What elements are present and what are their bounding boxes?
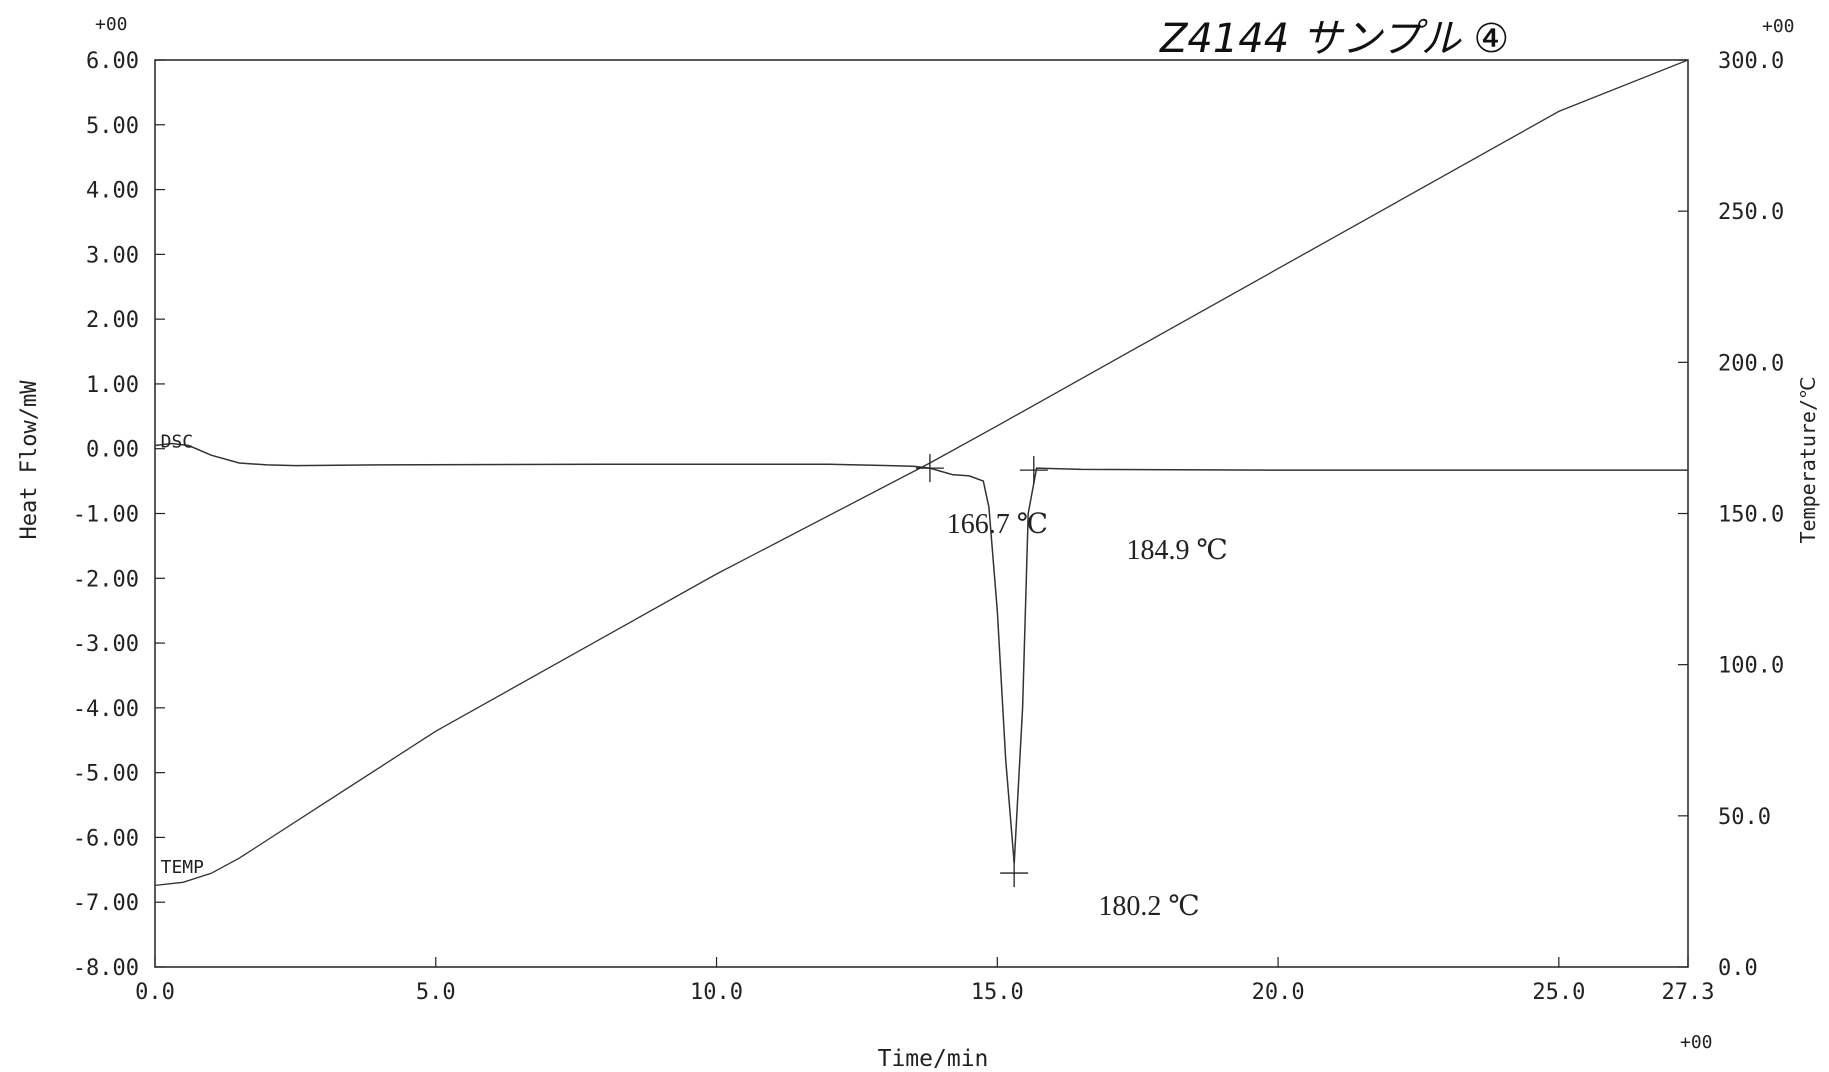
y-tick-label: 6.00 <box>86 49 139 74</box>
annotation-endset-marker <box>1019 456 1048 485</box>
y-tick-label: -7.00 <box>73 891 139 916</box>
x-tick-label: 27.3 <box>1662 980 1715 1005</box>
annotation-onset-marker <box>915 454 944 483</box>
y-axis-label: Heat Flow/mW <box>17 380 42 540</box>
annotation-endset-label: 184.9 ℃ <box>1126 535 1227 566</box>
temp-series-line <box>154 59 1689 887</box>
annotation-onset-label: 166.7 ℃ <box>947 509 1048 540</box>
temp-series-label: TEMP <box>161 857 205 878</box>
y2-axis-label: Temperature/℃ <box>1796 377 1820 544</box>
y-tick-label: 3.00 <box>86 243 139 268</box>
y-tick-label: 0.00 <box>86 438 139 463</box>
y2-tick-label: 50.0 <box>1718 805 1771 830</box>
y-tick-label: 1.00 <box>86 373 139 398</box>
y-tick-label: 2.00 <box>86 308 139 333</box>
y-tick-label: 4.00 <box>86 179 139 204</box>
x-axis-exponent: +00 <box>1680 1032 1713 1053</box>
y-tick-label: -2.00 <box>73 567 139 592</box>
y2-tick-label: 300.0 <box>1718 49 1784 74</box>
y-tick-label: 5.00 <box>86 114 139 139</box>
x-tick-label: 0.0 <box>135 980 175 1005</box>
y-tick-label: -8.00 <box>73 956 139 981</box>
y-tick-label: -4.00 <box>73 697 139 722</box>
x-axis-label: Time/min <box>878 1046 989 1072</box>
left-axis-exponent: +00 <box>95 14 128 35</box>
y-tick-label: -6.00 <box>73 826 139 851</box>
handwritten-note: Z4144 サンプル ④ <box>1159 16 1509 62</box>
y-tick-label: -1.00 <box>73 503 139 528</box>
x-tick-label: 15.0 <box>971 980 1024 1005</box>
y2-tick-label: 150.0 <box>1718 503 1784 528</box>
dsc-series-label: DSC <box>161 431 194 452</box>
y-tick-label: -5.00 <box>73 762 139 787</box>
y2-tick-label: 250.0 <box>1718 200 1784 225</box>
annotation-peak-label: 180.2 ℃ <box>1098 891 1199 922</box>
dsc-series-line <box>154 442 1688 864</box>
y2-tick-label: 100.0 <box>1718 654 1784 679</box>
x-tick-label: 10.0 <box>690 980 743 1005</box>
x-tick-label: 25.0 <box>1532 980 1585 1005</box>
annotation-peak-marker <box>1000 859 1029 888</box>
x-tick-label: 5.0 <box>416 980 456 1005</box>
y-axis-ticks: 6.00 5.00 4.00 3.00 2.00 1.00 0.00 -1.00 -2.00 -3… <box>73 49 165 981</box>
y2-tick-label: 200.0 <box>1718 351 1784 376</box>
y2-axis-ticks: 300.0 250.0 200.0 150.0 100.0 50.0 0.0 <box>1678 49 1784 981</box>
y-tick-label: -3.00 <box>73 632 139 657</box>
right-axis-exponent: +00 <box>1762 16 1795 37</box>
x-axis-ticks: 0.0 5.0 10.0 15.0 20.0 25.0 27.3 <box>135 957 1714 1005</box>
y2-tick-label: 0.0 <box>1718 956 1758 981</box>
x-tick-label: 20.0 <box>1252 980 1305 1005</box>
